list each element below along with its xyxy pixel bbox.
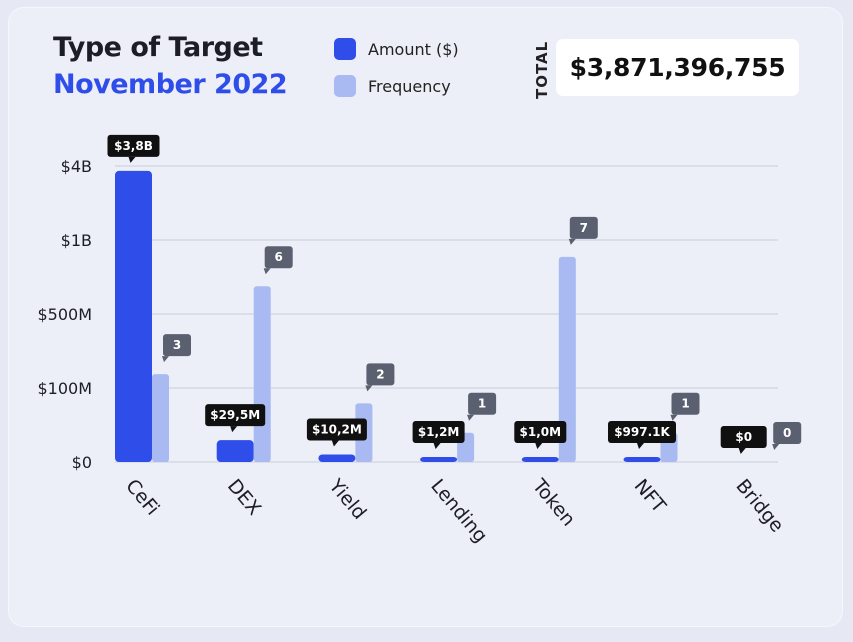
- amount-bar: [115, 170, 152, 462]
- amount-data-label-text: $0: [735, 430, 752, 444]
- legend-item-frequency: Frequency: [334, 75, 451, 97]
- x-tick-label: Token: [527, 474, 579, 530]
- amount-data-label-bg: [107, 134, 160, 157]
- amount-data-label-pointer: [738, 448, 746, 454]
- amount-data-label: $997.1K: [608, 421, 676, 449]
- frequency-data-label-pointer: [365, 385, 373, 392]
- amount-data-label-bg: [412, 421, 465, 443]
- y-tick-label: $4B: [61, 157, 92, 176]
- legend-item-amount: Amount ($): [334, 38, 459, 60]
- frequency-data-label-text: 1: [478, 397, 486, 411]
- frequency-data-label-text: 2: [376, 367, 384, 381]
- frequency-bar: [253, 286, 271, 462]
- amount-data-label-bg: [306, 418, 367, 441]
- legend-label-amount: Amount ($): [368, 39, 459, 59]
- amount-data-label-pointer: [535, 443, 543, 449]
- frequency-data-label-bg: [671, 392, 700, 415]
- frequency-data-label: 3: [162, 334, 191, 363]
- frequency-data-label-bg: [569, 216, 598, 239]
- chart-title: Type of Target: [53, 32, 263, 63]
- frequency-data-label: 0: [772, 422, 802, 450]
- y-tick-label: $100M: [37, 379, 92, 398]
- total-box: $3,871,396,755: [556, 39, 799, 96]
- amount-bar: [216, 440, 254, 462]
- frequency-data-label-bg: [264, 246, 293, 269]
- amount-data-label-pointer: [637, 443, 644, 449]
- amount-data-label-bg: [205, 404, 266, 427]
- y-tick-label: $500M: [37, 305, 92, 324]
- amount-data-label-bg: [720, 426, 767, 448]
- amount-data-label-pointer: [128, 156, 136, 163]
- frequency-data-label-text: 7: [580, 221, 588, 235]
- frequency-data-label-pointer: [772, 444, 780, 450]
- amount-data-label: $0: [720, 426, 767, 454]
- legend-swatch-frequency: [334, 75, 356, 97]
- amount-data-label-text: $29,5M: [210, 408, 260, 422]
- frequency-data-label-bg: [773, 422, 802, 444]
- frequency-data-label-text: 0: [783, 426, 791, 440]
- frequency-data-label-pointer: [568, 238, 576, 245]
- frequency-data-label-pointer: [670, 414, 678, 421]
- amount-bar: [318, 454, 356, 462]
- frequency-data-label-bg: [366, 363, 395, 386]
- amount-data-label-pointer: [433, 443, 441, 449]
- frequency-data-label-text: 6: [275, 250, 283, 264]
- chart-subtitle: November 2022: [53, 69, 288, 100]
- amount-data-label-text: $1,2M: [418, 425, 460, 439]
- amount-data-label-text: $3,8B: [114, 139, 153, 153]
- frequency-data-label-bg: [468, 392, 497, 415]
- frequency-data-label-text: 1: [681, 397, 689, 411]
- legend-label-frequency: Frequency: [368, 76, 451, 96]
- x-tick-label: Bridge: [731, 475, 788, 537]
- x-tick-label: Yield: [324, 474, 371, 524]
- frequency-data-label-bg: [163, 334, 191, 357]
- x-tick-label: Lending: [426, 475, 491, 547]
- amount-data-label-pointer: [230, 426, 238, 433]
- x-tick-label: CeFi: [121, 475, 163, 520]
- amount-data-label-text: $997.1K: [614, 425, 670, 439]
- amount-data-label-pointer: [331, 440, 339, 447]
- amount-data-label: $10,2M: [306, 418, 367, 447]
- amount-data-label: $1,2M: [412, 421, 465, 449]
- frequency-data-label: 1: [467, 392, 497, 421]
- y-tick-label: $1B: [61, 231, 92, 250]
- amount-data-label-text: $10,2M: [312, 422, 362, 436]
- total-value: $3,871,396,755: [569, 53, 786, 82]
- frequency-data-label-pointer: [467, 414, 475, 421]
- amount-bar: [420, 457, 458, 462]
- frequency-data-label: 6: [263, 246, 293, 275]
- legend-swatch-amount: [334, 38, 356, 60]
- frequency-bar: [558, 256, 576, 462]
- frequency-data-label-pointer: [162, 356, 169, 363]
- frequency-data-label-text: 3: [173, 338, 181, 352]
- frequency-data-label: 1: [670, 392, 700, 421]
- frequency-data-label: 7: [568, 216, 598, 245]
- frequency-data-label: 2: [365, 363, 395, 392]
- amount-data-label-text: $1,0M: [520, 425, 562, 439]
- amount-data-label: $29,5M: [205, 404, 266, 433]
- amount-data-label-bg: [514, 421, 567, 443]
- x-tick-label: DEX: [223, 475, 265, 520]
- amount-data-label: $1,0M: [514, 421, 567, 449]
- x-tick-label: NFT: [630, 475, 671, 517]
- frequency-bar: [152, 374, 169, 462]
- y-tick-label: $0: [72, 453, 92, 472]
- amount-bar: [521, 457, 559, 462]
- frequency-data-label-pointer: [263, 268, 271, 275]
- amount-data-label: $3,8B: [107, 134, 160, 163]
- amount-data-label-bg: [608, 421, 676, 443]
- amount-bar: [623, 457, 661, 462]
